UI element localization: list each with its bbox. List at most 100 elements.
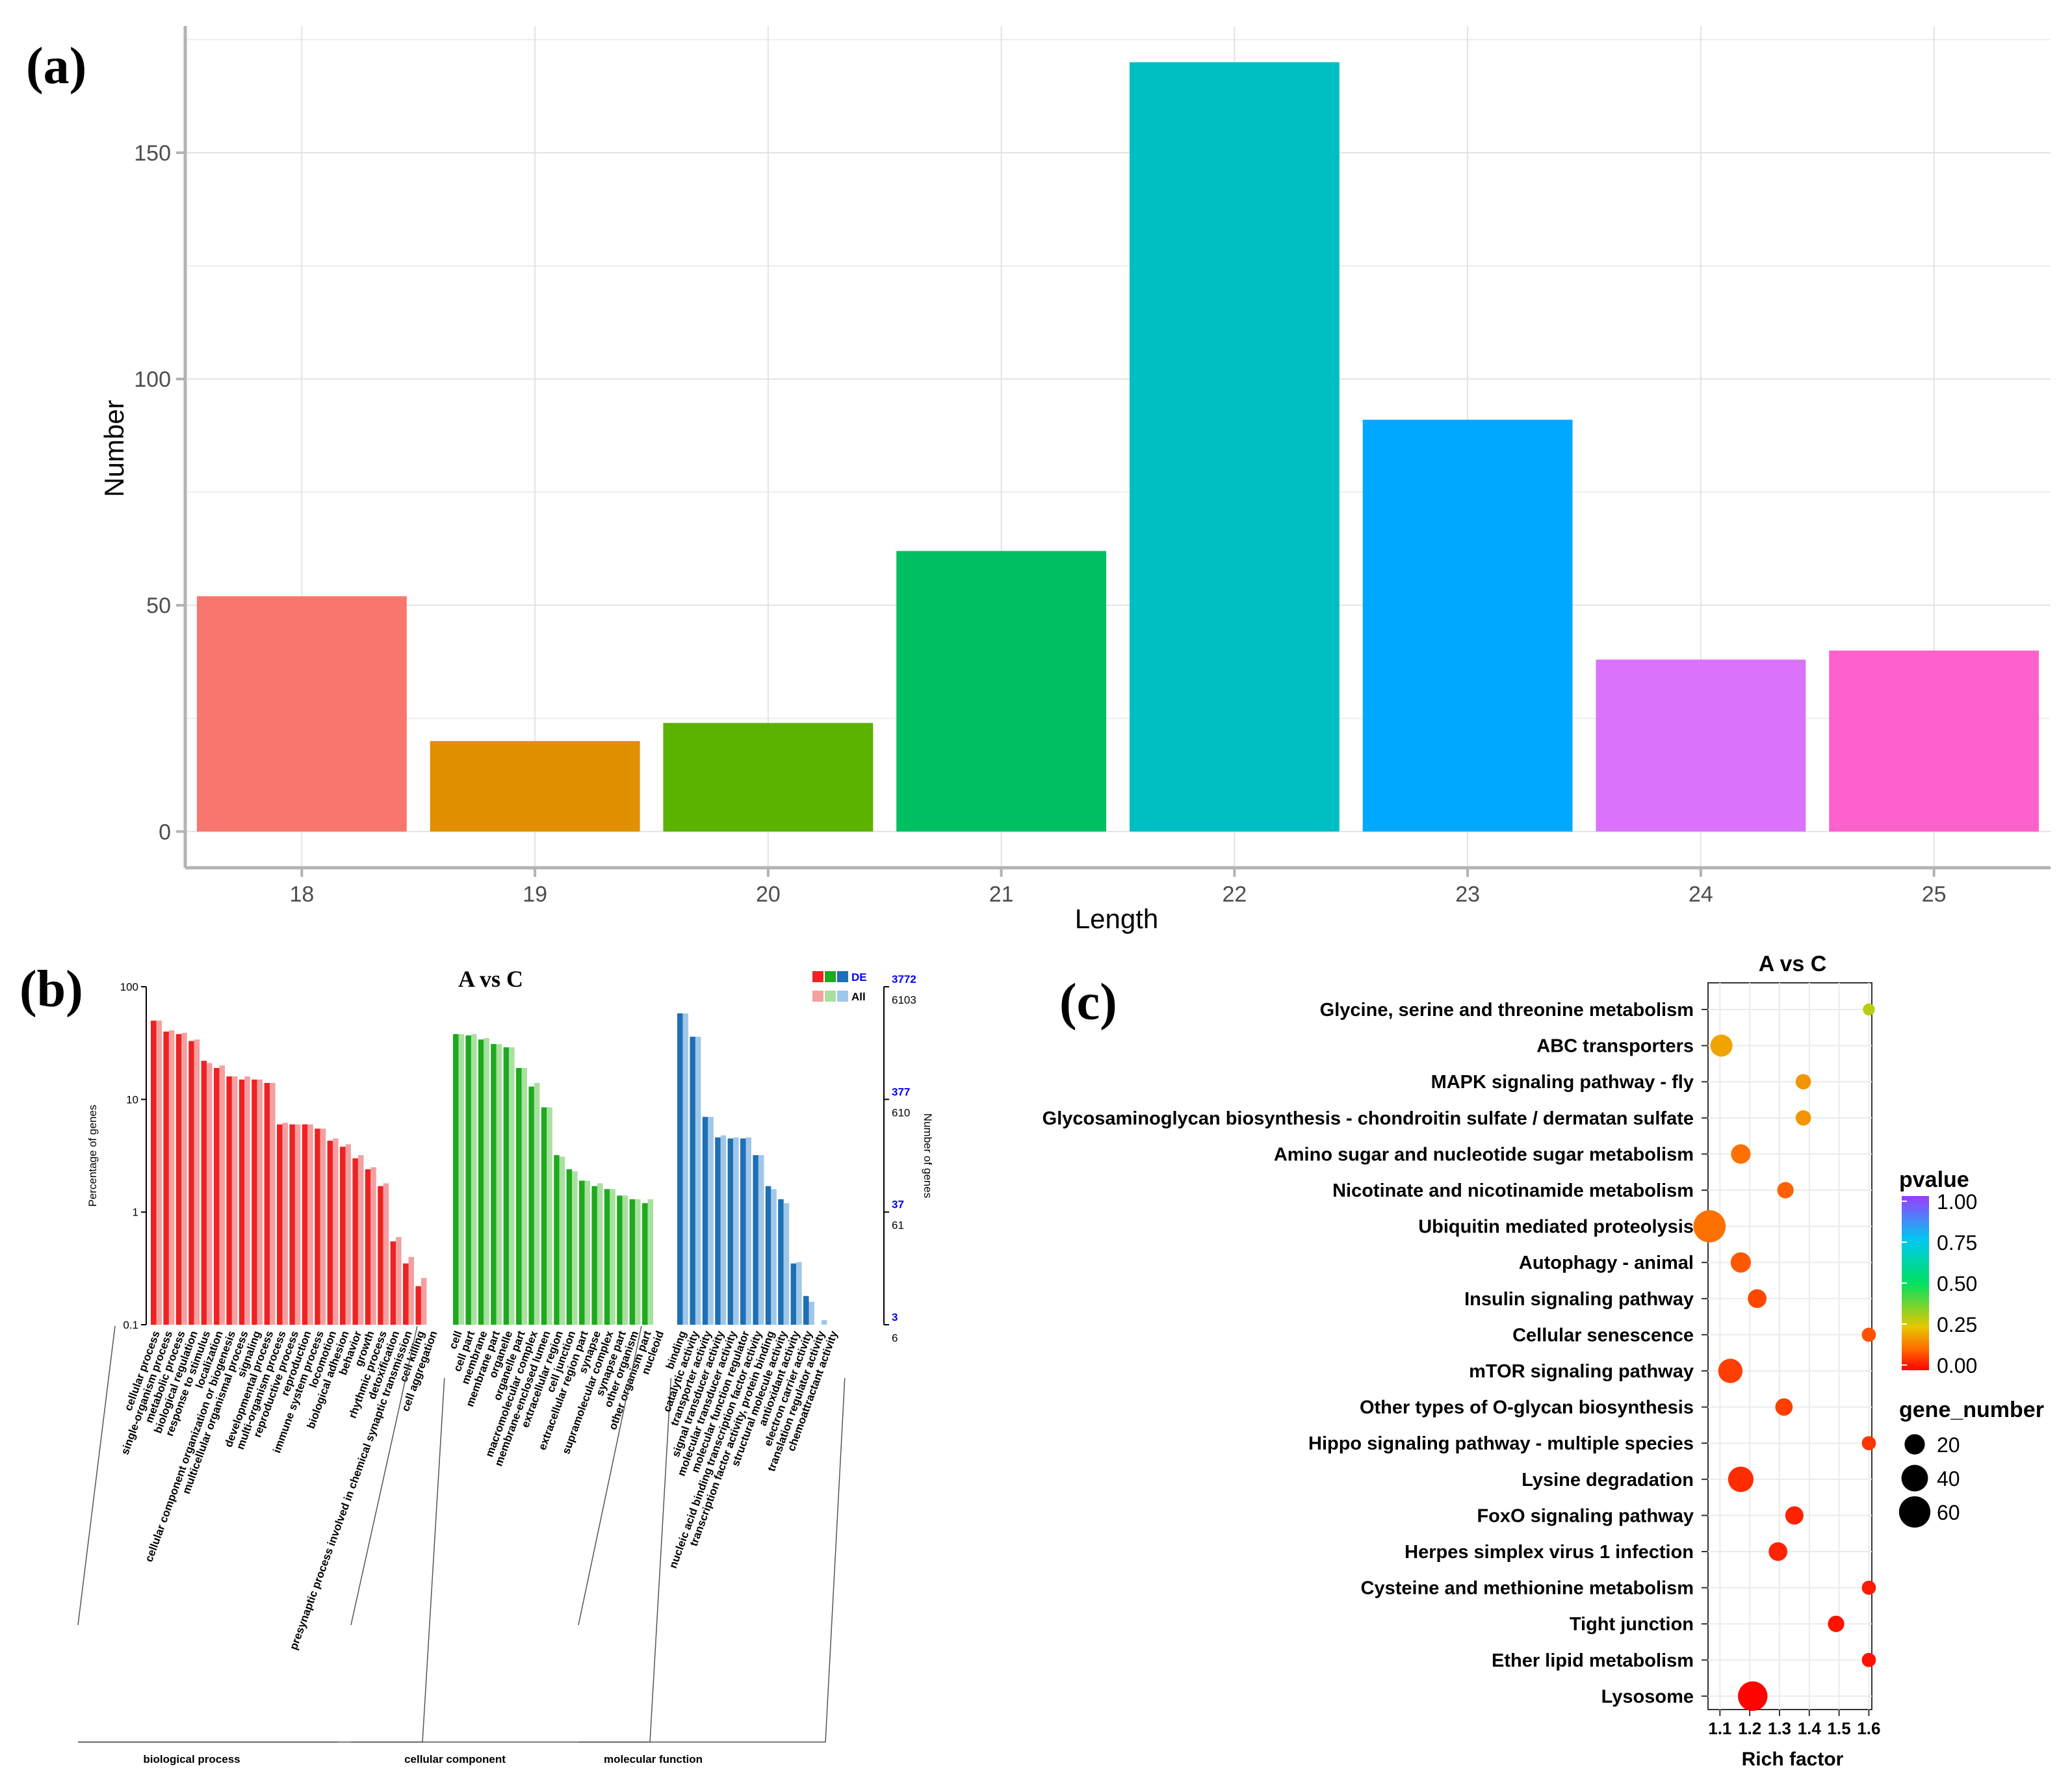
bar-de (214, 1068, 220, 1325)
bar-all (257, 1079, 263, 1325)
bar-all (809, 1301, 814, 1325)
bar-all (647, 1199, 653, 1325)
bar-25 (1829, 650, 2040, 832)
bar-de (566, 1169, 573, 1325)
x-tick-label: 18 (289, 882, 314, 907)
bar-all (509, 1047, 515, 1325)
right-tick-de: 377 (892, 1086, 910, 1098)
bar-de (629, 1199, 636, 1325)
pathway-label: mTOR signaling pathway (1469, 1361, 1694, 1382)
bar-de (778, 1199, 784, 1325)
bar-de (163, 1031, 169, 1325)
group-label: biological process (143, 1753, 240, 1765)
pathway-point (1731, 1144, 1751, 1164)
bar-all (758, 1155, 764, 1325)
bar-de (378, 1186, 383, 1325)
bars (196, 62, 2040, 832)
bar-all (572, 1171, 578, 1325)
pathway-label: Lysosome (1601, 1686, 1694, 1707)
bar-de (151, 1021, 157, 1325)
pathway-label: Herpes simplex virus 1 infection (1405, 1542, 1694, 1563)
bar-all (345, 1144, 351, 1325)
pathway-point (1861, 1580, 1876, 1595)
size-legend-label: 60 (1937, 1501, 1960, 1524)
right-tick-all: 61 (892, 1219, 904, 1232)
bar-all (383, 1183, 389, 1325)
chart-title: A vs C (458, 966, 523, 992)
legend-swatch-all-bp (812, 991, 823, 1002)
y-tick-label: 50 (146, 593, 171, 618)
pathway-point (1795, 1110, 1811, 1126)
bar-de (264, 1083, 270, 1325)
panel-label-b: (b) (19, 961, 83, 1018)
bar-all (597, 1183, 603, 1325)
y-tick-label: 1 (133, 1206, 138, 1219)
plot-area: 100 3772 6103 10 377 610 1 37 61 0.1 3 6 cellular pr… (77, 973, 916, 1765)
pathway-label: Ubiquitin mediated proteolysis (1418, 1217, 1694, 1238)
pathway-label: MAPK signaling pathway - fly (1431, 1072, 1694, 1093)
bracket-line (350, 1325, 418, 1626)
x-axis-title: Length (1075, 904, 1158, 934)
bar-de (790, 1263, 797, 1325)
bar-de (252, 1079, 257, 1325)
x-tick-label: 1.2 (1738, 1719, 1761, 1738)
bar-de (803, 1295, 809, 1325)
bar-all (771, 1189, 777, 1325)
pathway-point (1693, 1210, 1726, 1243)
bar-all (168, 1030, 175, 1325)
bar-all (635, 1199, 641, 1325)
bar-all (282, 1123, 288, 1325)
pathway-point (1775, 1398, 1793, 1416)
pathway-point (1718, 1359, 1743, 1383)
y-tick-label: 0.1 (123, 1319, 138, 1331)
bar-all (307, 1124, 313, 1325)
bar-de (753, 1155, 758, 1325)
pathway-point (1730, 1252, 1752, 1273)
bar-all (370, 1167, 376, 1325)
bar-de (554, 1155, 560, 1325)
legend-swatch-all-mf (837, 991, 848, 1002)
length-distribution-chart: 0 50 100 150 18 19 20 21 22 23 24 25 Length Number (99, 26, 2051, 934)
bar-all (521, 1068, 527, 1325)
bar-all (796, 1262, 802, 1325)
axes: 0 50 100 150 18 19 20 21 22 23 24 25 (134, 26, 2051, 907)
pathway-label: Glycine, serine and threonine metabolism (1320, 1000, 1694, 1021)
pathway-label: Other types of O-glycan biosynthesis (1360, 1398, 1694, 1418)
color-legend-title: pvalue (1899, 1167, 1969, 1192)
color-tick-label: 1.00 (1937, 1190, 1977, 1214)
bar-de (702, 1117, 708, 1325)
x-tick-label: 1.3 (1768, 1719, 1791, 1738)
bar-de (541, 1107, 547, 1325)
x-tick-label: 22 (1222, 882, 1247, 907)
x-tick-label: 1.4 (1798, 1719, 1822, 1738)
bar-de (727, 1138, 734, 1325)
bar-de (740, 1138, 746, 1325)
bar-all (496, 1044, 502, 1325)
pathway-label: Insulin signaling pathway (1464, 1289, 1694, 1310)
bar-18 (196, 596, 407, 832)
x-tick-label: 1.1 (1708, 1719, 1731, 1738)
bar-de (403, 1263, 409, 1325)
bar-de (302, 1124, 308, 1325)
bar-de (491, 1044, 497, 1325)
pathway-point (1785, 1506, 1804, 1525)
bar-all (194, 1039, 200, 1325)
bar-all (207, 1063, 213, 1325)
x-tick-label: 1.6 (1857, 1719, 1880, 1738)
right-tick-de: 3 (892, 1311, 898, 1323)
right-tick-all: 6 (892, 1332, 898, 1344)
bar-all (244, 1076, 250, 1325)
pathway-point (1710, 1034, 1733, 1057)
y-axis-title-left: Percentage of genes (86, 1105, 99, 1207)
bar-de (390, 1241, 396, 1325)
size-legend-point (1898, 1496, 1931, 1528)
x-tick-label: 21 (989, 882, 1014, 907)
bar-20 (663, 723, 874, 832)
pathway-label: Autophagy - animal (1519, 1253, 1694, 1273)
go-classification-chart: A vs C Percentage of genes Number of gen… (77, 966, 934, 1765)
bar-all (821, 1320, 827, 1325)
y-tick-label: 10 (126, 1093, 138, 1106)
bar-all (219, 1065, 225, 1325)
bar-de (327, 1140, 333, 1325)
pathway-point (1861, 1436, 1876, 1451)
